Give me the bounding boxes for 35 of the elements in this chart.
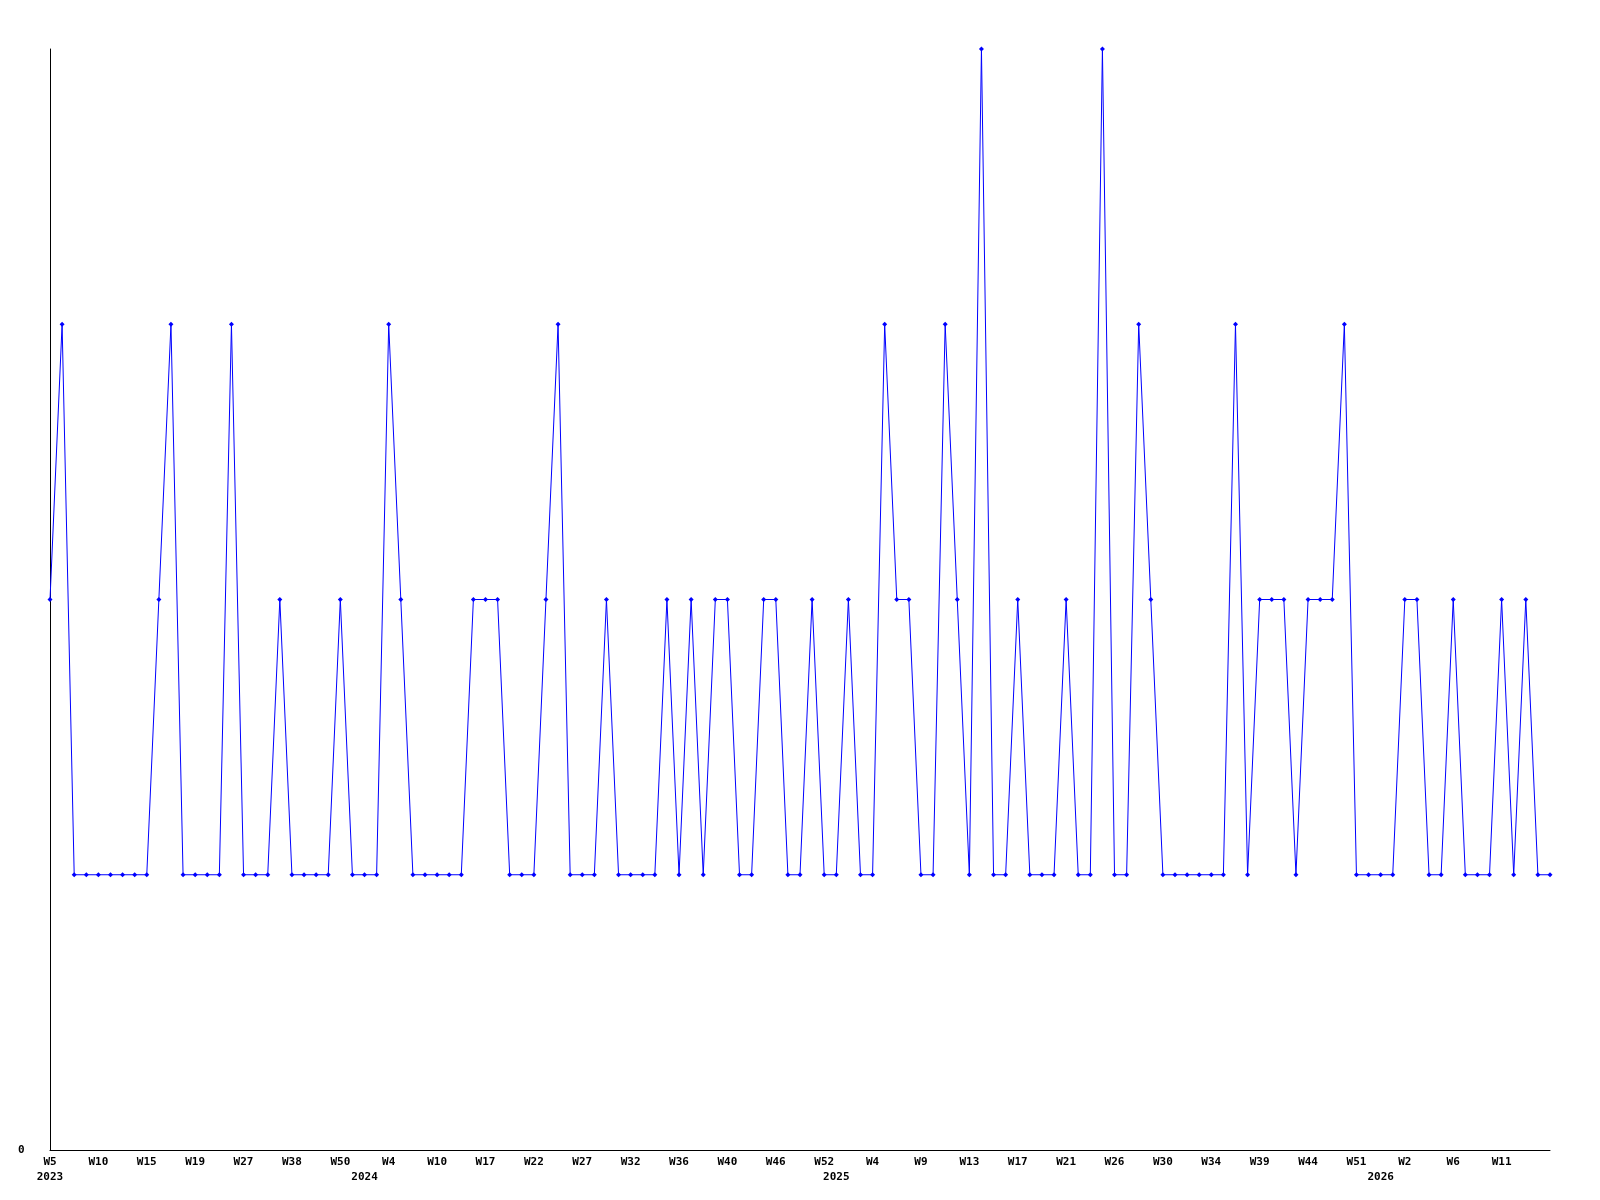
- x-tick-label: W52: [814, 1155, 835, 1168]
- x-tick-label: W5 2023: [36, 1155, 64, 1183]
- x-tick-label: W46: [765, 1155, 787, 1168]
- x-tick-label: 2025: [823, 1170, 850, 1183]
- x-tick-label: W21: [1056, 1155, 1077, 1168]
- x-tick-label: W51: [1346, 1155, 1367, 1168]
- x-tick-label: W10: [88, 1155, 109, 1168]
- x-tick-label: W17: [475, 1155, 496, 1168]
- x-tick-label: W36: [669, 1155, 690, 1168]
- x-tick-label: W9: [914, 1155, 928, 1168]
- x-tick-label: W4: [382, 1155, 396, 1168]
- x-tick-label: W38: [282, 1155, 302, 1168]
- x-tick-label: W11: [1491, 1155, 1512, 1168]
- x-tick-label: W50: [330, 1155, 351, 1168]
- x-tick-label: W17: [1007, 1155, 1028, 1168]
- x-tick-label: W39: [1249, 1155, 1270, 1168]
- x-tick-label: W4: [865, 1155, 880, 1168]
- x-tick-label: W32: [620, 1155, 641, 1168]
- x-tick-label: W10: [427, 1155, 448, 1168]
- x-tick-label: 2024: [351, 1170, 379, 1183]
- x-tick-label: W19: [185, 1155, 206, 1168]
- x-tick-label: W30: [1152, 1155, 1173, 1168]
- x-tick-label: W6: [1446, 1155, 1461, 1168]
- x-tick-label: 2026: [1367, 1170, 1395, 1183]
- text: 0: [18, 1143, 25, 1156]
- x-tick-label: W27: [233, 1155, 254, 1168]
- x-tick-label: W34: [1201, 1155, 1222, 1168]
- x-tick-label: W13: [959, 1155, 980, 1168]
- x-tick-label: W22: [523, 1155, 544, 1168]
- x-tick-label: W15: [136, 1155, 157, 1168]
- x-tick-label: W44: [1298, 1155, 1319, 1168]
- x-tick-label: W27: [572, 1155, 593, 1168]
- x-tick-label: W2: [1398, 1155, 1412, 1168]
- x-tick-label: W26: [1104, 1155, 1125, 1168]
- x-tick-label: W40: [717, 1155, 738, 1168]
